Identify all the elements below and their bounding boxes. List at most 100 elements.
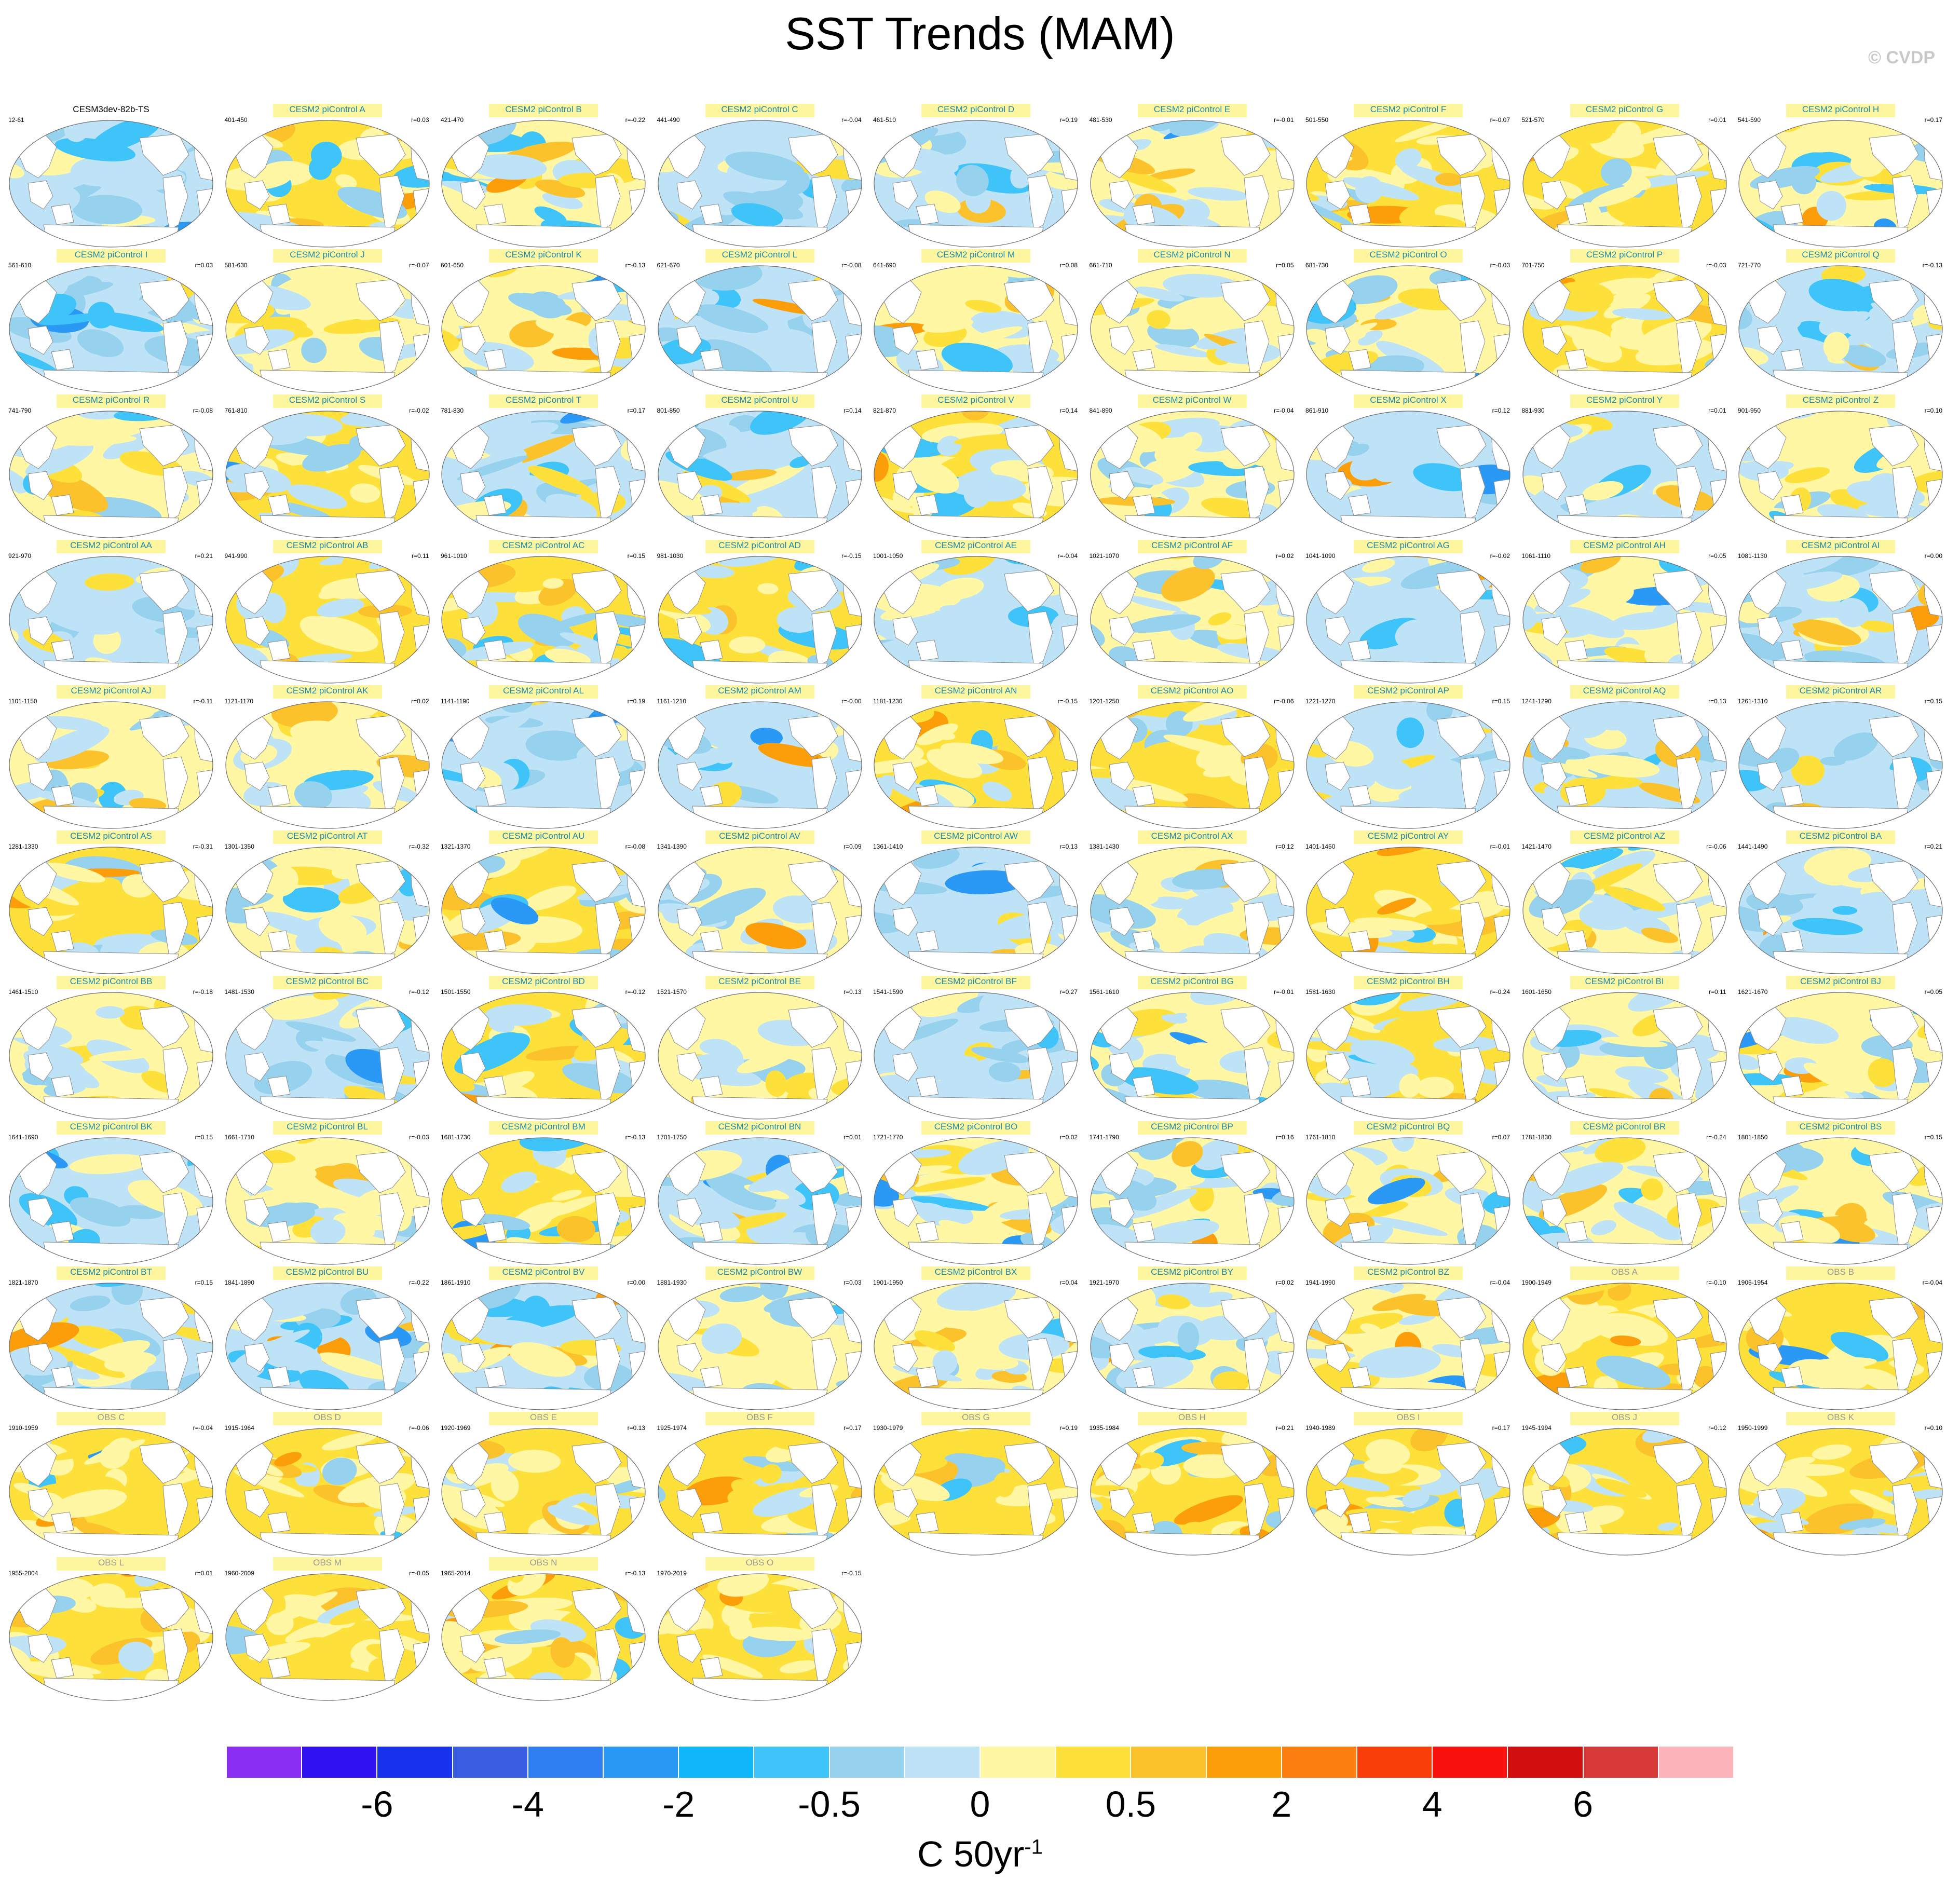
land-mask [892, 907, 918, 936]
warm-anomaly [9, 161, 24, 179]
colorbar-box [980, 1746, 1056, 1778]
sst-map [657, 265, 862, 393]
panel-correlation: r=-0.12 [625, 988, 645, 996]
warm-anomaly [1464, 702, 1488, 708]
land-mask [267, 1221, 291, 1243]
warm-anomaly [941, 556, 998, 575]
warm-anomaly [358, 120, 405, 121]
cool-anomaly [294, 653, 352, 663]
panel-title: OBS G [962, 1412, 990, 1422]
land-mask [1556, 951, 1693, 974]
warm-anomaly [1589, 580, 1634, 606]
land-mask [1773, 224, 1909, 247]
land-mask [378, 1338, 405, 1393]
warm-anomaly [1161, 917, 1188, 937]
land-mask [43, 1387, 179, 1410]
warm-anomaly [931, 266, 1009, 290]
warm-anomaly [225, 785, 227, 804]
map-panel: CESM2 piControl AW 1361-1410 r=0.13 [872, 830, 1080, 976]
land-mask [892, 1197, 918, 1227]
panel-title: CESM2 piControl AQ [1583, 686, 1666, 696]
sst-map [225, 1283, 430, 1410]
panel-correlation: r=0.19 [627, 698, 645, 705]
warm-anomaly [1785, 467, 1830, 483]
warm-anomaly [528, 466, 593, 496]
sst-map [1738, 992, 1943, 1120]
title-band [1570, 1412, 1679, 1425]
cool-anomaly [1359, 1346, 1441, 1378]
land-mask [1108, 1197, 1135, 1227]
cool-anomaly [1505, 847, 1510, 880]
land-mask [1340, 1242, 1476, 1264]
warm-anomaly [318, 1352, 394, 1380]
land-mask [629, 915, 645, 949]
cool-anomaly [1001, 847, 1055, 861]
panel-years: 1081-1130 [1738, 552, 1767, 560]
land-mask [267, 930, 291, 952]
cool-anomaly [1477, 411, 1510, 412]
panel-title: CESM2 piControl U [721, 395, 798, 405]
map-border [441, 847, 646, 974]
warm-anomaly [1395, 120, 1457, 142]
cool-anomaly [1482, 1188, 1510, 1215]
land-mask [475, 1387, 611, 1410]
cool-anomaly [874, 1178, 900, 1207]
cool-anomaly [1399, 993, 1463, 1012]
cool-anomaly [658, 1391, 684, 1409]
land-mask [699, 203, 723, 225]
cool-anomaly [427, 1156, 429, 1171]
land-mask [908, 224, 1044, 247]
cool-anomaly [9, 1089, 14, 1111]
warm-anomaly [442, 1224, 497, 1244]
land-mask [1340, 660, 1476, 683]
colorbar-tick-label: 0 [970, 1784, 990, 1824]
land-mask [28, 761, 53, 791]
land-mask [1564, 930, 1588, 952]
land-mask [1108, 616, 1135, 646]
land-mask [1325, 1488, 1351, 1518]
map-border [1306, 1137, 1510, 1265]
cool-anomaly [701, 339, 772, 380]
cool-anomaly [519, 1138, 596, 1152]
sst-map [1090, 992, 1295, 1120]
warm-anomaly [284, 1619, 347, 1644]
map-panel: CESM2 piControl BA 1441-1490 r=0.21 [1737, 830, 1944, 976]
map-border [9, 701, 213, 829]
land-mask [1556, 1387, 1693, 1410]
land-mask [1108, 1488, 1135, 1518]
panel-correlation: r=0.15 [195, 1279, 213, 1286]
warm-anomaly [1069, 1426, 1080, 1428]
land-mask [676, 1052, 702, 1082]
map-panel: CESM2 piControl W 841-890 r=-0.04 [1088, 394, 1296, 540]
panel-years: 1925-1974 [657, 1424, 687, 1432]
cool-anomaly [1395, 148, 1422, 170]
panel-correlation: r=0.13 [1708, 698, 1726, 705]
panel-title: CESM2 piControl AP [1367, 686, 1449, 696]
panel-title: CESM2 piControl AL [503, 686, 584, 696]
land-mask [1027, 320, 1053, 376]
sst-map [657, 556, 862, 684]
cool-anomaly [719, 1286, 764, 1302]
land-mask [676, 1343, 702, 1372]
land-mask [699, 639, 723, 661]
panel-years: 1930-1979 [873, 1424, 903, 1432]
map-panel: CESM2 piControl BJ 1621-1670 r=0.05 [1737, 976, 1944, 1121]
cool-anomaly [625, 992, 645, 993]
warm-anomaly [1603, 886, 1665, 911]
cool-anomaly [1177, 1322, 1199, 1353]
land-mask [1541, 907, 1567, 936]
cool-anomaly [322, 788, 371, 814]
warm-anomaly [1171, 1141, 1203, 1167]
panel-years: 1721-1770 [873, 1134, 903, 1141]
cool-anomaly [422, 1140, 429, 1163]
cool-anomaly [536, 1371, 570, 1391]
land-mask [1926, 1205, 1942, 1240]
warm-anomaly [1166, 295, 1244, 326]
map-panel: CESM2 piControl BS 1801-1850 r=0.15 [1737, 1121, 1944, 1266]
map-panel: CESM2 piControl AH 1061-1110 r=0.05 [1521, 540, 1728, 685]
land-mask [267, 349, 291, 371]
land-mask [1709, 915, 1726, 949]
warm-anomaly [1703, 1283, 1726, 1298]
sst-map [1306, 411, 1510, 538]
warm-anomaly [1271, 1002, 1294, 1024]
